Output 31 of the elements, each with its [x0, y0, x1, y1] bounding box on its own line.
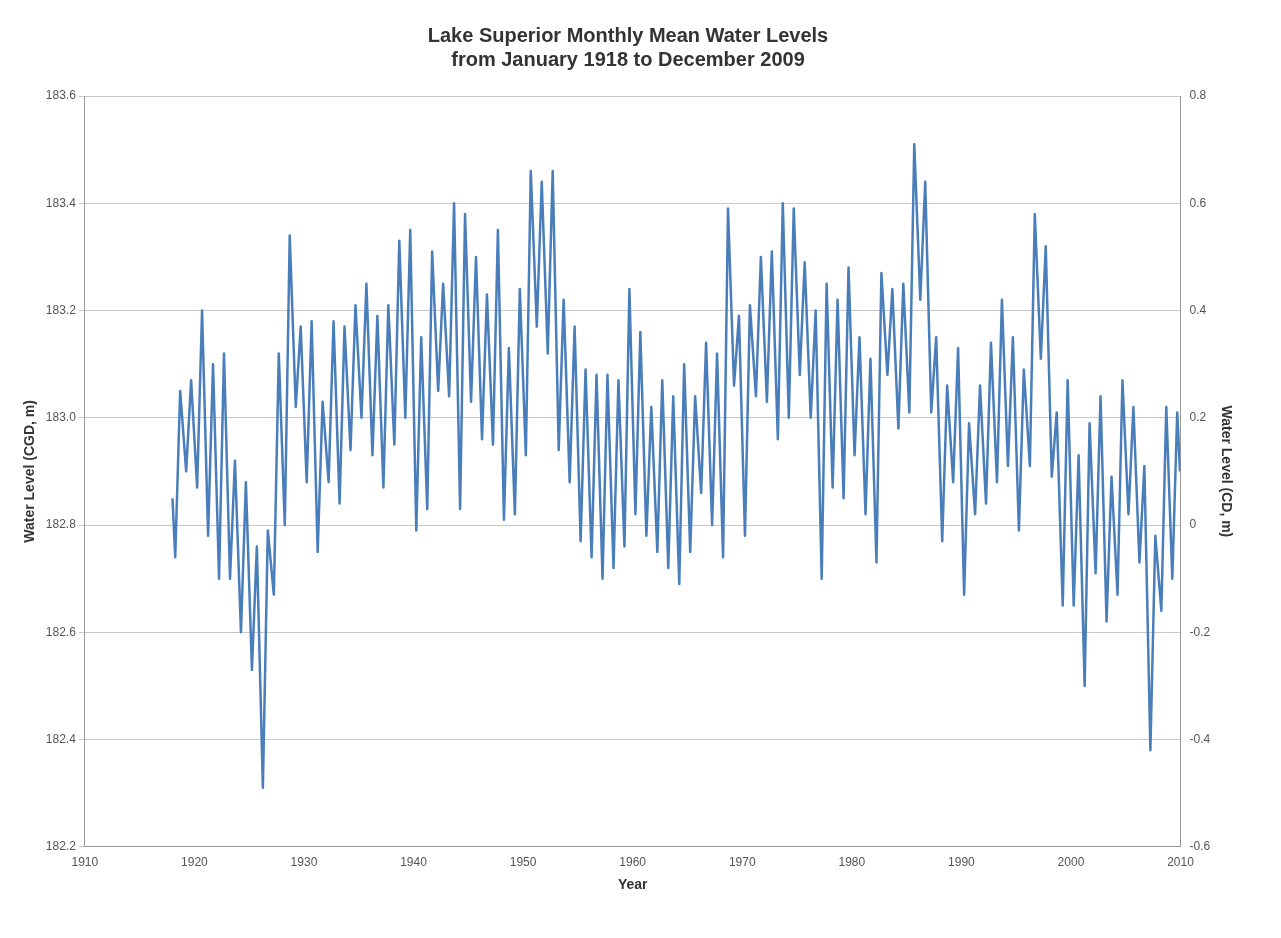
chart-title: Lake Superior Monthly Mean Water Levels from January 1918 to December 2009 — [427, 23, 829, 70]
x-tick-label: 2010 — [1167, 855, 1195, 870]
y2-tick-label: 0.2 — [1189, 410, 1207, 425]
x-tick-label: 1920 — [181, 855, 209, 870]
y-tick-label: 182.4 — [45, 731, 77, 746]
y2-tick-label: 0.6 — [1189, 195, 1207, 210]
y-tick-label: 182.6 — [45, 624, 77, 639]
x-tick-label: 1910 — [71, 855, 99, 870]
x-tick-label: 1940 — [400, 855, 428, 870]
y-tick-label: 183.6 — [45, 88, 77, 103]
y-axis-title: Water Level (CGD, m) — [21, 400, 38, 543]
x-tick-label: 1970 — [728, 855, 756, 870]
x-axis-title: Year — [617, 876, 649, 893]
x-tick-label: 1950 — [509, 855, 537, 870]
x-tick-label: 1980 — [838, 855, 866, 870]
y2-tick-label: -0.6 — [1189, 839, 1211, 854]
y-tick-label: 183.2 — [45, 302, 77, 317]
y2-tick-label: 0.4 — [1189, 302, 1207, 317]
y-tick-label: 182.8 — [45, 517, 77, 532]
x-tick-label: 1990 — [948, 855, 976, 870]
y2-axis-title: Water Level (CD, m) — [1218, 405, 1235, 538]
y2-tick-label: -0.2 — [1189, 624, 1211, 639]
y-tick-label: 183.0 — [45, 410, 77, 425]
x-tick-label: 2000 — [1057, 855, 1085, 870]
y-tick-label: 183.4 — [45, 195, 77, 210]
y2-tick-label: -0.4 — [1189, 731, 1211, 746]
y2-tick-label: 0.8 — [1189, 88, 1207, 103]
y2-tick-label: 0 — [1189, 517, 1197, 532]
y-tick-label: 182.2 — [45, 839, 77, 854]
x-tick-label: 1930 — [290, 855, 318, 870]
x-tick-label: 1960 — [619, 855, 647, 870]
